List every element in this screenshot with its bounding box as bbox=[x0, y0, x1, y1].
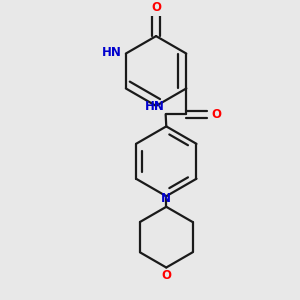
Text: HN: HN bbox=[101, 46, 121, 59]
Text: O: O bbox=[161, 269, 171, 282]
Text: HN: HN bbox=[145, 100, 164, 113]
Text: O: O bbox=[211, 108, 221, 121]
Text: O: O bbox=[151, 1, 161, 14]
Text: N: N bbox=[161, 192, 171, 205]
